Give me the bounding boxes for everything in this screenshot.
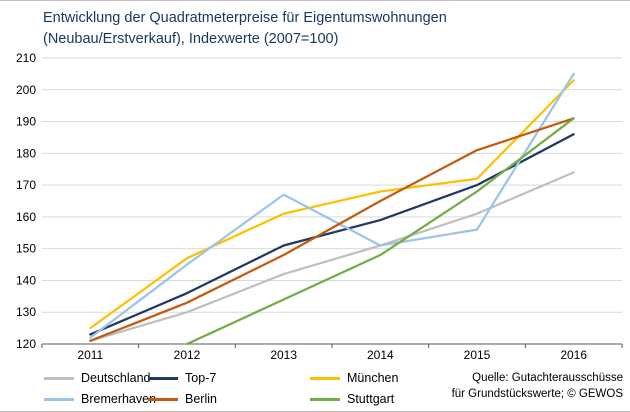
y-axis-tick-label: 180: [16, 146, 36, 160]
y-axis-tick-label: 120: [16, 337, 36, 351]
legend-line-marker-bremerhaven: [44, 397, 74, 401]
legend-item-top-7: Top-7: [148, 371, 310, 385]
chart-title-line2: (Neubau/Erstverkauf), Indexwerte (2007=1…: [43, 31, 339, 47]
x-axis-tick-label: 2014: [367, 348, 394, 362]
legend-label-stuttgart: Stuttgart: [347, 392, 395, 406]
legend-line-marker-berlin: [148, 397, 178, 401]
y-axis-tick-label: 140: [16, 273, 36, 287]
legend-item-deutschland: Deutschland: [44, 371, 151, 385]
y-axis-tick-label: 200: [16, 83, 36, 97]
x-axis-tick-label: 2013: [270, 348, 297, 362]
chart-title-line1: Entwicklung der Quadratmeterpreise für E…: [43, 10, 447, 26]
y-axis-tick-label: 170: [16, 178, 36, 192]
source-note: Quelle: Gutachterausschüsse für Grundstü…: [452, 370, 623, 402]
chart-title: Entwicklung der Quadratmeterpreise für E…: [43, 8, 447, 50]
x-axis-tick-label: 2015: [464, 348, 491, 362]
y-axis-tick-label: 160: [16, 210, 36, 224]
y-axis-tick-label: 130: [16, 305, 36, 319]
legend-line-marker-m-nchen: [310, 376, 340, 380]
series-line-top-7: [89, 133, 575, 336]
legend-line-marker-top-7: [148, 376, 178, 380]
series-line-stuttgart: [185, 117, 575, 346]
y-axis-tick-label: 150: [16, 242, 36, 256]
source-line2: für Grundstückswerte; © GEWOS: [451, 388, 623, 400]
legend-item-m-nchen: München: [310, 371, 460, 385]
series-line-berlin: [89, 117, 575, 342]
chart-canvas: 120 130 140 150 160 170 180 190 200 210 2011 2012 20…: [16, 51, 623, 362]
legend-item-bremerhaven: Bremerhaven: [44, 392, 156, 406]
series-line-deutschland: [89, 171, 575, 342]
x-axis-tick-label: 2011: [77, 348, 103, 362]
chart-legend: Deutschland Top-7 München Bremerhaven Berlin…: [44, 371, 460, 406]
legend-label-top-7: Top-7: [185, 371, 217, 385]
series-line-bremerhaven: [89, 72, 575, 339]
legend-line-marker-deutschland: [44, 376, 74, 380]
legend-label-m-nchen: München: [347, 371, 399, 385]
y-axis-tick-label: 210: [16, 51, 36, 65]
legend-line-marker-stuttgart: [310, 397, 340, 401]
legend-item-berlin: Berlin: [148, 392, 310, 406]
legend-label-berlin: Berlin: [185, 392, 217, 406]
line-chart: 120 130 140 150 160 170 180 190 200 210 2011 2012 20…: [0, 47, 630, 363]
source-line1: Quelle: Gutachterausschüsse: [472, 372, 623, 384]
y-axis-tick-label: 190: [16, 115, 36, 129]
legend-label-bremerhaven: Bremerhaven: [81, 392, 157, 406]
series-line-m-nchen: [89, 79, 575, 330]
x-axis-tick-label: 2012: [174, 348, 201, 362]
legend-item-stuttgart: Stuttgart: [310, 392, 460, 406]
x-axis-tick-label: 2016: [560, 348, 587, 362]
legend-label-deutschland: Deutschland: [81, 371, 151, 385]
